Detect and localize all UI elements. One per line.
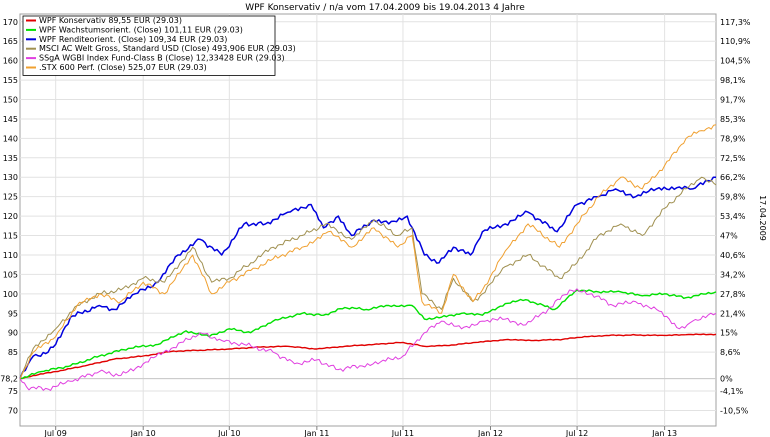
left-tick-label: 70 xyxy=(8,406,18,415)
left-tick-label: 90 xyxy=(8,329,18,338)
series-group xyxy=(19,124,717,391)
right-tick-label: 91,7% xyxy=(720,96,746,105)
left-tick-label: 160 xyxy=(3,57,18,66)
left-tick-label: 100 xyxy=(3,290,18,299)
right-tick-label: 8,6% xyxy=(720,348,741,357)
left-tick-label: 145 xyxy=(3,115,18,124)
right-tick-label: 15% xyxy=(720,329,738,338)
left-axis: 70 75 78,2 85 90 95 100 105 110 115 120 125 130 135 14… xyxy=(0,18,18,416)
legend-entry: WPF Wachstumsorient. (Close) 101,11 EUR … xyxy=(39,25,243,34)
legend-entry: MSCI AC Welt Gross, Standard USD (Close)… xyxy=(39,44,296,53)
right-tick-label: 110,9% xyxy=(720,37,751,46)
left-tick-label: 140 xyxy=(3,134,18,143)
left-tick-label: 85 xyxy=(8,348,18,357)
right-tick-label: 0% xyxy=(720,375,733,384)
right-tick-label: -10,5% xyxy=(720,406,749,415)
left-tick-label: 75 xyxy=(8,387,18,396)
left-tick-label: 165 xyxy=(3,37,18,46)
right-tick-label: 47% xyxy=(720,232,738,241)
right-tick-label: 27,8% xyxy=(720,290,746,299)
legend-box xyxy=(22,15,276,76)
x-axis: Jul 09 Jan 10 Jul 10 Jan 11 Jul 11 Jan 12 Jul … xyxy=(43,426,677,437)
series-line xyxy=(19,176,717,379)
x-tick-label: Jan 13 xyxy=(651,429,677,437)
legend-entry: SSgA WGBI Index Fund-Class B (Close) 12,… xyxy=(39,54,285,63)
legend-entry: .STX 600 Perf. (Close) 525,07 EUR (29.03… xyxy=(39,63,207,72)
series-line xyxy=(19,289,717,380)
series-line xyxy=(19,288,717,391)
right-tick-label: 59,8% xyxy=(720,193,746,202)
chart-title: WPF Konservativ / n/a vom 17.04.2009 bis… xyxy=(245,3,525,13)
left-tick-label: 150 xyxy=(3,96,18,105)
left-tick-label: 135 xyxy=(3,154,18,163)
left-tick-label: 125 xyxy=(3,193,18,202)
left-tick-label: 105 xyxy=(3,270,18,279)
x-tick-label: Jan 11 xyxy=(303,429,329,437)
right-tick-label: 85,3% xyxy=(720,115,746,124)
right-tick-label: 117,3% xyxy=(720,18,751,27)
left-tick-label: 115 xyxy=(3,232,18,241)
right-tick-label: -4,1% xyxy=(720,387,744,396)
x-tick-label: Jan 12 xyxy=(477,429,503,437)
left-tick-label: 78,2 xyxy=(0,375,18,384)
start-date-label: 17.04.2009 xyxy=(758,195,767,241)
legend: WPF Konservativ 89,55 EUR (29.03)WPF Wac… xyxy=(22,15,296,76)
left-tick-label: 155 xyxy=(3,76,18,85)
x-tick-label: Jul 12 xyxy=(565,429,588,437)
x-tick-label: Jul 09 xyxy=(43,429,66,437)
left-tick-label: 110 xyxy=(3,251,18,260)
x-tick-label: Jul 11 xyxy=(391,429,414,437)
series-line xyxy=(19,333,717,380)
left-tick-label: 95 xyxy=(8,309,18,318)
left-tick-label: 130 xyxy=(3,173,18,182)
left-tick-label: 120 xyxy=(3,212,18,221)
legend-entry: WPF Konservativ 89,55 EUR (29.03) xyxy=(39,16,182,25)
left-tick-label: 170 xyxy=(3,18,18,27)
right-tick-label: 104,5% xyxy=(720,57,751,66)
x-tick-label: Jan 10 xyxy=(130,429,156,437)
x-tick-label: Jul 10 xyxy=(217,429,240,437)
legend-entry: WPF Renditeorient. (Close) 109,34 EUR (2… xyxy=(39,35,227,44)
right-tick-label: 78,9% xyxy=(720,134,746,143)
right-tick-label: 72,5% xyxy=(720,154,746,163)
right-tick-label: 98,1% xyxy=(720,76,746,85)
right-tick-label: 21,4% xyxy=(720,309,746,318)
right-tick-label: 53,4% xyxy=(720,212,746,221)
right-tick-label: 40,6% xyxy=(720,251,746,260)
right-axis: -10,5% -4,1% 0% 8,6% 15% 21,4% 27,8% 34,2% 40,6%… xyxy=(720,18,751,416)
right-tick-label: 34,2% xyxy=(720,270,746,279)
right-tick-label: 66,2% xyxy=(720,173,746,182)
series-line xyxy=(19,124,717,379)
